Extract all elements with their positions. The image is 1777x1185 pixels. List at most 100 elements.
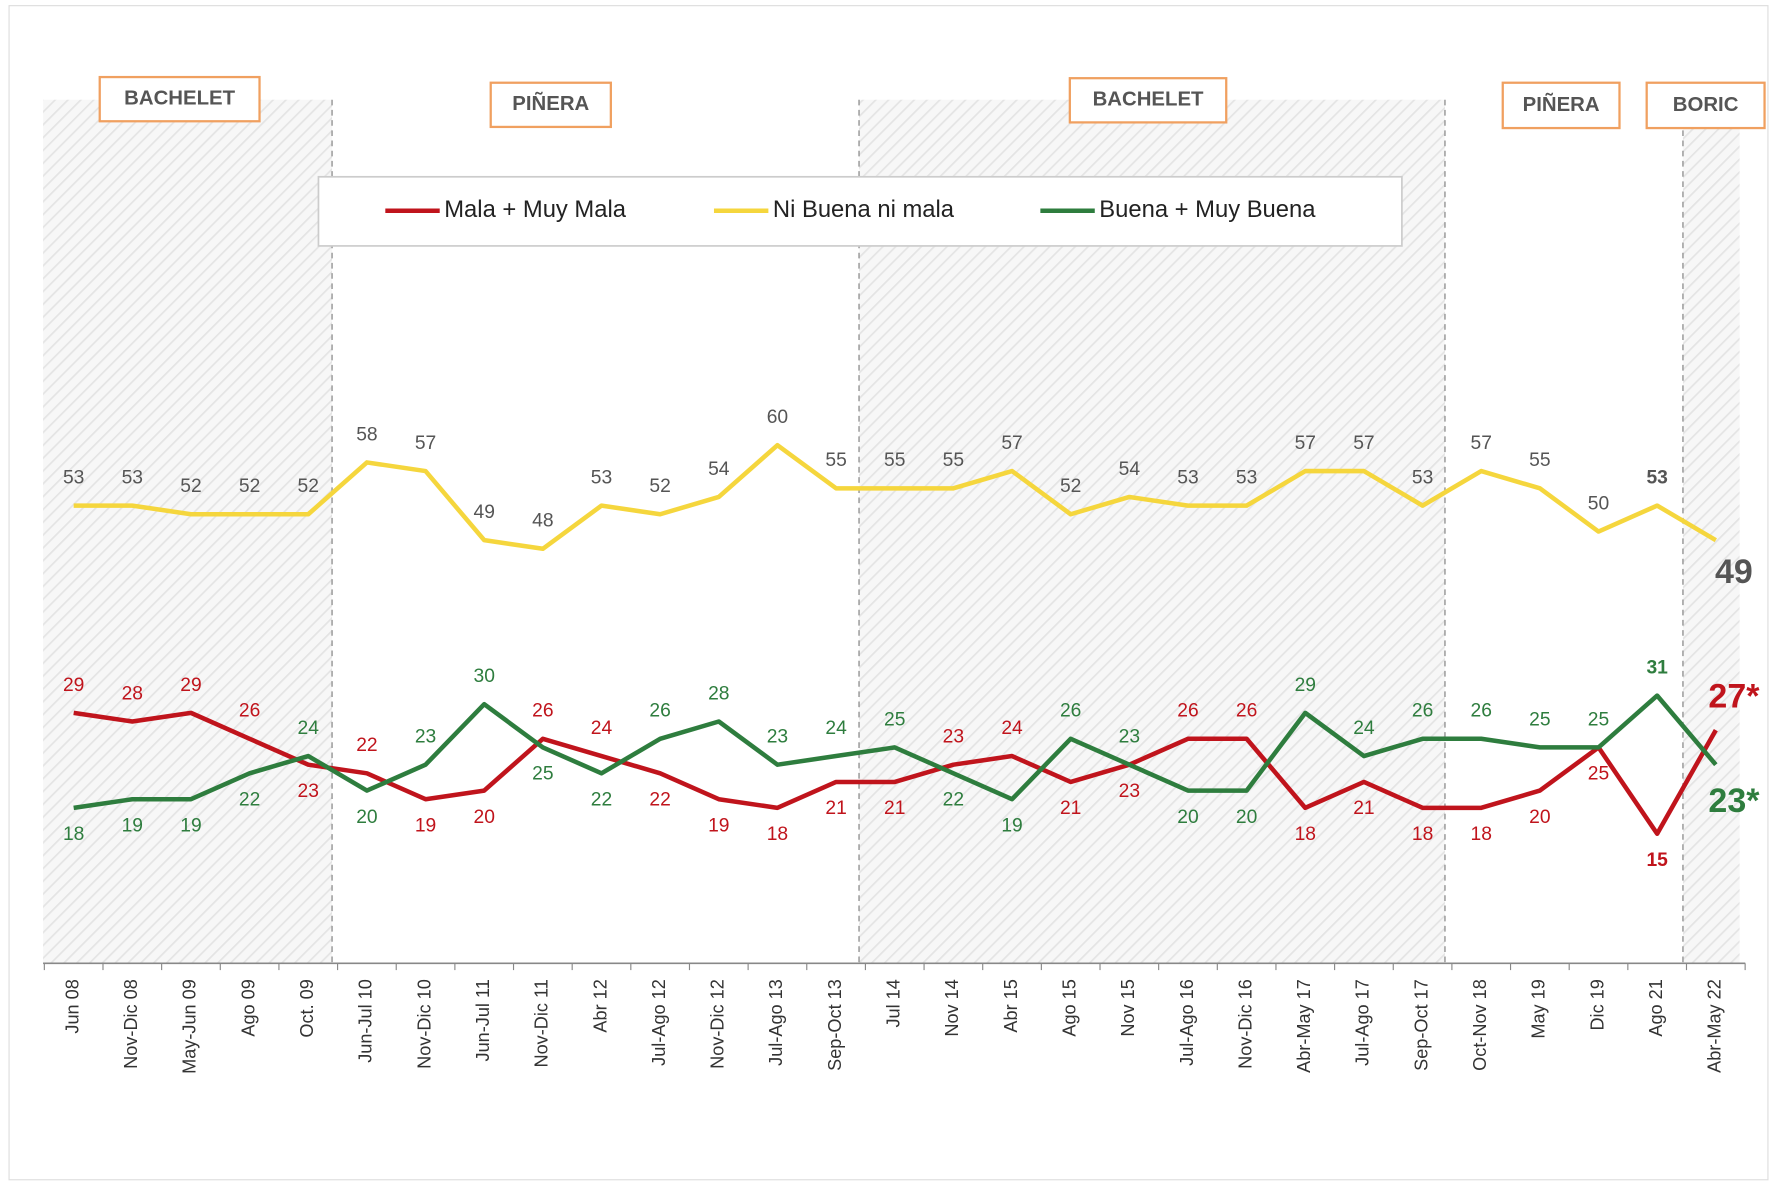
- data-label: 29: [63, 675, 84, 696]
- data-label: 55: [884, 450, 905, 471]
- x-tick-label: May 19: [1529, 979, 1549, 1038]
- data-label: 20: [1236, 807, 1257, 828]
- x-tick-label: Nov-Dic 12: [708, 979, 728, 1069]
- x-tick-label: Nov-Dic 11: [532, 979, 552, 1067]
- legend-label: Ni Buena ni mala: [773, 196, 955, 223]
- data-label: 57: [1295, 433, 1316, 454]
- period-box: [98, 75, 261, 123]
- x-tick-label: Jul-Ago 12: [649, 979, 669, 1066]
- x-tick-label: May-Jun 09: [180, 979, 200, 1074]
- data-label: 21: [1353, 798, 1374, 819]
- data-label: 26: [1412, 701, 1433, 722]
- data-label: 23: [1119, 727, 1140, 748]
- data-label: 15: [1646, 850, 1668, 871]
- data-label: 19: [415, 816, 436, 837]
- x-tick-label: Nov-Dic 16: [1235, 979, 1255, 1069]
- data-label: 23: [943, 727, 964, 748]
- x-tick-label: Abr 12: [590, 979, 610, 1032]
- x-tick-label: Ago 21: [1646, 979, 1666, 1036]
- data-label: 26: [1177, 701, 1198, 722]
- data-label: 57: [1001, 433, 1022, 454]
- data-label: 22: [356, 735, 377, 756]
- x-tick-label: Jul-Ago 13: [766, 979, 786, 1066]
- data-label: 23: [415, 727, 436, 748]
- data-label: 20: [473, 807, 494, 828]
- data-label: 18: [767, 824, 788, 845]
- data-label: 22: [239, 790, 260, 811]
- data-label: 18: [1295, 824, 1316, 845]
- data-label: 22: [649, 790, 670, 811]
- x-tick-label: Nov 14: [942, 979, 962, 1036]
- data-label: 29: [1295, 675, 1316, 696]
- period-box: [1645, 81, 1766, 130]
- data-label: 52: [239, 476, 260, 497]
- period-box: [489, 81, 612, 129]
- data-label: 26: [532, 701, 553, 722]
- data-label: 53: [1646, 468, 1668, 489]
- data-label: 49: [1715, 553, 1753, 591]
- data-label: 53: [1412, 468, 1433, 489]
- data-label: 30: [473, 666, 494, 687]
- x-tick-label: Nov-Dic 10: [414, 979, 434, 1069]
- data-label: 53: [122, 468, 143, 489]
- data-label: 19: [1001, 816, 1022, 837]
- data-label: 58: [356, 424, 377, 445]
- data-label: 53: [591, 468, 612, 489]
- data-label: 26: [1236, 701, 1257, 722]
- x-tick-label: Jun 08: [62, 979, 82, 1033]
- data-label: 55: [1529, 450, 1550, 471]
- x-tick-label: Nov-Dic 08: [121, 979, 141, 1069]
- x-tick-label: Jul 14: [884, 979, 904, 1027]
- period-label: PIÑERA: [512, 92, 589, 115]
- data-label: 50: [1588, 493, 1609, 514]
- data-label: 53: [63, 468, 84, 489]
- data-label: 52: [1060, 476, 1081, 497]
- data-label: 29: [180, 675, 201, 696]
- legend-label: Mala + Muy Mala: [444, 196, 627, 223]
- data-label: 57: [1471, 433, 1492, 454]
- data-label: 26: [1060, 701, 1081, 722]
- x-tick-label: Abr 15: [1001, 979, 1021, 1032]
- x-tick-label: Oct. 09: [297, 979, 317, 1037]
- data-label: 25: [1588, 764, 1609, 785]
- x-tick-label: Jul-Ago 16: [1177, 979, 1197, 1066]
- x-tick-label: Dic 19: [1587, 979, 1607, 1030]
- data-label: 53: [1177, 468, 1198, 489]
- data-label: 23: [298, 781, 319, 802]
- x-tick-label: Ago 15: [1059, 979, 1079, 1036]
- data-label: 52: [180, 476, 201, 497]
- data-label: 55: [943, 450, 964, 471]
- data-label: 25: [1588, 709, 1609, 730]
- x-tick-label: Oct-Nov 18: [1470, 979, 1490, 1071]
- x-tick-label: Jun-Jul 10: [356, 979, 376, 1063]
- period-label: BORIC: [1673, 94, 1739, 116]
- data-label: 19: [122, 816, 143, 837]
- data-label: 22: [591, 790, 612, 811]
- data-label: 24: [591, 718, 613, 739]
- data-label: 20: [1177, 807, 1198, 828]
- data-label: 18: [63, 824, 84, 845]
- data-label: 20: [1529, 807, 1550, 828]
- x-tick-label: Abr-May 17: [1294, 979, 1314, 1073]
- data-label: 54: [1119, 459, 1141, 480]
- data-label: 49: [473, 502, 494, 523]
- data-label: 25: [1529, 709, 1550, 730]
- data-label: 52: [649, 476, 670, 497]
- x-tick-label: Abr-May 22: [1705, 979, 1725, 1073]
- plot: BACHELET PIÑERA BACHELET PIÑERA BORIC Jun 08 N…: [8, 5, 1769, 1181]
- data-label: 21: [884, 798, 905, 819]
- data-label: 53: [1236, 468, 1257, 489]
- data-label: 26: [649, 701, 670, 722]
- series-line: [73, 693, 1718, 811]
- period-label: BACHELET: [1093, 89, 1204, 111]
- data-label: 24: [1353, 718, 1375, 739]
- data-label: 19: [708, 816, 729, 837]
- x-tick-label: Sep-Oct 17: [1411, 979, 1431, 1071]
- data-label: 24: [825, 718, 847, 739]
- x-tick-label: Ago 09: [238, 979, 258, 1036]
- data-label: 28: [708, 683, 729, 704]
- data-label: 60: [767, 407, 788, 428]
- data-label: 26: [239, 701, 260, 722]
- data-label: 57: [415, 433, 436, 454]
